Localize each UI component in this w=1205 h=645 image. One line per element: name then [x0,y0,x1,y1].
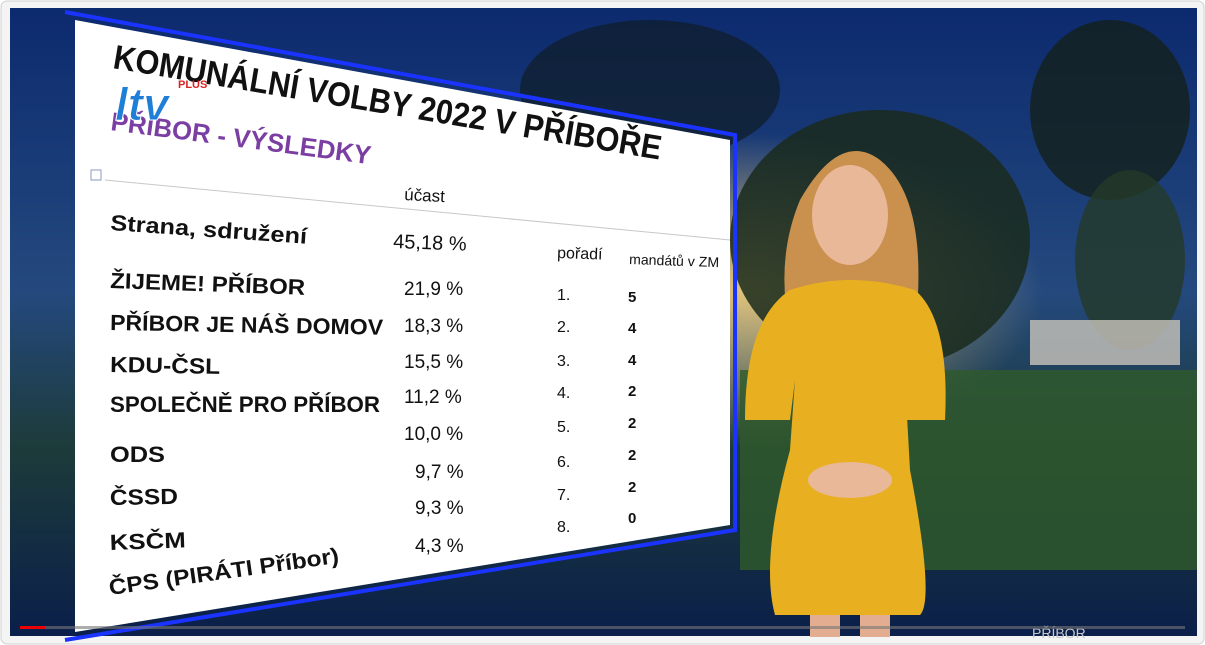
party-name: PŘÍBOR JE NÁŠ DOMOV [110,310,384,340]
vote-share: 21,9 % [404,279,463,300]
vote-share: 18,3 % [404,316,463,337]
rank: 3. [557,353,570,370]
seats: 0 [628,510,636,527]
column-header: účast [404,185,446,206]
rank: 4. [557,385,570,402]
results-board [75,20,730,632]
seats: 2 [628,479,636,496]
vote-share: 10,0 % [404,424,463,445]
seats: 2 [628,447,636,464]
rank: 8. [557,519,570,536]
rank: 1. [557,287,570,304]
party-name: KDU-ČSL [110,352,220,379]
party-name: ČSSD [110,484,178,510]
vote-share: 9,7 % [415,462,464,483]
vote-share: 11,2 % [404,387,462,408]
turnout: 45,18 % [393,231,467,256]
seats: 2 [628,383,636,400]
progress-bar [20,626,45,629]
party-name: SPOLEČNĚ PRO PŘÍBOR [110,392,380,417]
presenter [745,151,946,637]
vote-share: 15,5 % [404,352,463,373]
column-header: mandátů v ZM [629,251,720,270]
progress-track [20,626,1185,629]
seats: 2 [628,415,636,432]
seats: 5 [628,289,636,306]
tree [1030,20,1190,200]
seats: 4 [628,352,637,369]
logo-badge: PLUS [178,79,207,91]
seats: 4 [628,320,637,337]
logo: ltv [115,78,171,130]
rule [104,179,731,241]
house [1030,320,1180,365]
rank: 6. [557,454,570,471]
rank: 2. [557,319,570,336]
party-name: KSČM [109,527,186,555]
rank: 7. [557,487,570,504]
column-header: pořadí [557,245,603,264]
board-frame [64,10,737,642]
vote-share: 4,3 % [415,536,464,557]
party-name: ODS [110,442,165,467]
vote-share: 9,3 % [415,498,464,519]
rank: 5. [557,419,570,436]
table-handle [90,169,102,181]
tree [1075,170,1185,350]
